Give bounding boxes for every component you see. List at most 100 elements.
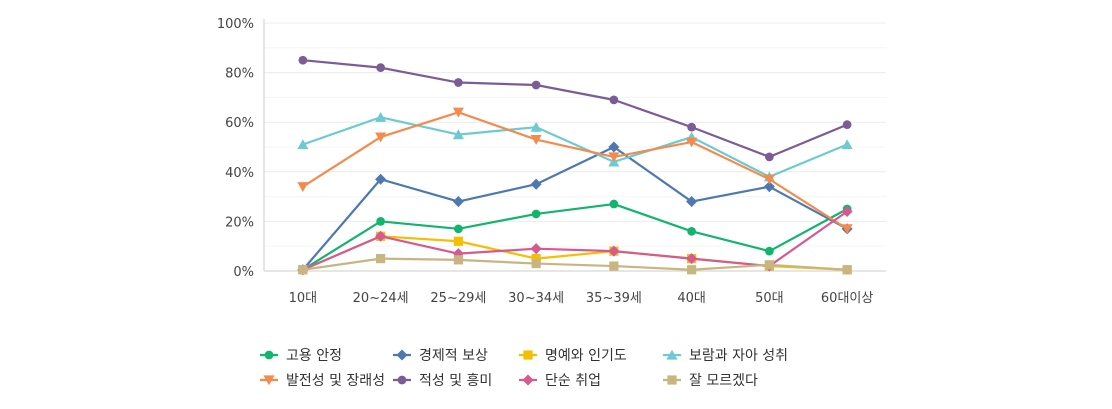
legend-swatch-marker — [667, 375, 677, 385]
x-tick-label: 40대 — [677, 291, 706, 306]
data-point — [609, 95, 619, 105]
legend-swatch-marker — [666, 349, 678, 360]
legend-label: 발전성 및 장래성 — [286, 373, 385, 389]
data-point — [297, 139, 309, 150]
x-tick-label: 60대이상 — [821, 291, 873, 306]
data-point — [530, 134, 542, 145]
legend-swatch-marker — [264, 350, 274, 360]
data-point — [687, 265, 697, 275]
data-point — [376, 254, 386, 264]
legend-item: 보람과 자아 성취 — [663, 348, 788, 364]
legend-swatch-marker — [523, 350, 533, 360]
data-point — [764, 260, 774, 270]
data-point — [531, 254, 541, 264]
x-tick-label: 35~39세 — [586, 291, 642, 306]
x-axis-ticks: 10대 20~24세 25~29세 30~34세 35~39세 40대 50대 60대이상 — [289, 291, 874, 306]
data-point — [686, 196, 698, 208]
legend-label: 보람과 자아 성취 — [689, 348, 788, 364]
legend-label: 잘 모르겠다 — [689, 373, 758, 389]
series-line — [302, 111, 848, 230]
data-point — [375, 111, 387, 122]
data-point — [842, 120, 852, 130]
data-point — [841, 224, 853, 235]
y-tick-label: 40% — [225, 166, 254, 181]
legend-item: 단순 취업 — [519, 373, 601, 389]
data-point — [609, 261, 619, 271]
x-tick-label: 50대 — [755, 291, 784, 306]
x-tick-label: 20~24세 — [353, 291, 409, 306]
data-point — [842, 265, 852, 275]
data-point — [609, 199, 619, 209]
series-group — [297, 55, 853, 276]
series-5 — [297, 107, 853, 235]
axes — [263, 19, 886, 272]
legend-item: 경제적 보상 — [393, 348, 488, 364]
series-6 — [298, 55, 852, 162]
legend-item: 명예와 인기도 — [519, 348, 627, 364]
data-point — [765, 246, 774, 256]
data-point — [687, 122, 696, 132]
legend-label: 단순 취업 — [545, 373, 601, 389]
legend-swatch-marker — [397, 375, 407, 385]
y-tick-label: 100% — [217, 17, 254, 32]
data-point — [531, 80, 541, 90]
x-tick-label: 25~29세 — [430, 291, 486, 306]
y-axis-ticks: 0% 20% 40% 60% 80% 100% — [217, 17, 254, 280]
data-point — [452, 196, 464, 208]
data-point — [376, 217, 385, 226]
data-point — [686, 137, 698, 148]
legend-item: 잘 모르겠다 — [663, 373, 758, 389]
series-line — [302, 257, 848, 271]
data-point — [686, 253, 698, 265]
data-point — [763, 174, 775, 185]
data-point — [765, 152, 774, 162]
data-point — [530, 121, 542, 132]
data-point — [530, 243, 542, 255]
data-point — [608, 141, 620, 153]
data-point — [608, 245, 620, 257]
data-point — [841, 139, 853, 150]
legend-label: 경제적 보상 — [419, 348, 488, 364]
series-line — [302, 59, 848, 159]
legend-item: 발전성 및 장래성 — [260, 373, 385, 389]
legend-swatch-marker — [522, 374, 534, 386]
legend-label: 고용 안정 — [286, 348, 342, 364]
legend-label: 적성 및 흥미 — [419, 373, 492, 389]
x-tick-label: 30~34세 — [508, 291, 564, 306]
data-point — [763, 181, 775, 193]
series-8 — [298, 254, 852, 275]
data-point — [298, 265, 308, 275]
legend-swatch-marker — [396, 349, 408, 361]
data-point — [453, 255, 463, 265]
data-point — [452, 248, 464, 260]
data-point — [687, 226, 696, 236]
data-point — [454, 78, 463, 87]
data-point — [530, 178, 542, 190]
legend-swatch-marker — [263, 375, 275, 386]
y-tick-label: 80% — [225, 67, 254, 82]
series-line — [302, 145, 848, 271]
y-tick-label: 0% — [233, 265, 254, 280]
data-point — [298, 55, 308, 65]
data-point — [375, 132, 387, 143]
legend-label: 명예와 인기도 — [545, 348, 627, 364]
legend-item: 적성 및 흥미 — [393, 373, 492, 389]
data-point — [531, 258, 541, 269]
data-point — [841, 205, 853, 217]
y-tick-label: 60% — [225, 116, 254, 131]
data-point — [452, 107, 464, 118]
series-line — [302, 202, 848, 271]
data-point — [453, 236, 463, 246]
x-tick-label: 10대 — [289, 291, 318, 306]
data-point — [454, 224, 463, 234]
data-point — [375, 230, 387, 242]
data-point — [452, 129, 464, 140]
gridlines — [264, 22, 886, 247]
y-tick-label: 20% — [225, 215, 254, 230]
data-point — [531, 209, 541, 219]
series-line — [302, 116, 848, 178]
data-point — [608, 152, 620, 163]
data-point — [297, 182, 309, 192]
